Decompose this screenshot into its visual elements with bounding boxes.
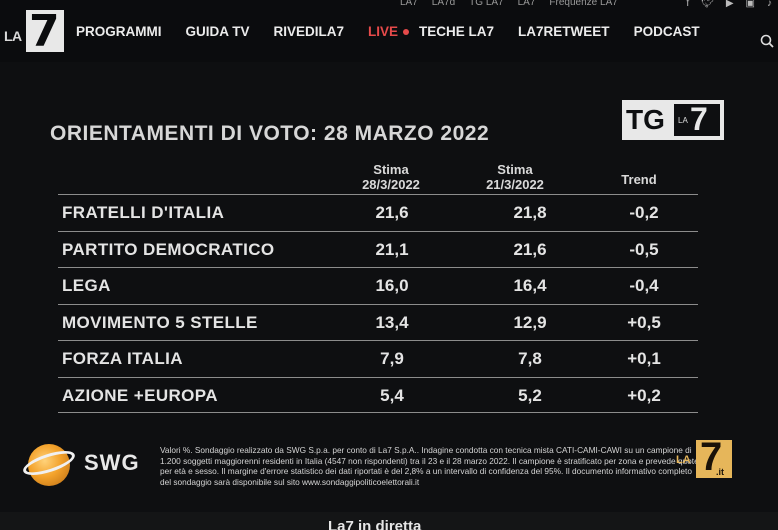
utility-link-la7[interactable]: LA7 [400, 0, 418, 8]
trend-value: +0,1 [627, 349, 661, 368]
utility-bar: LA7 LA7d TG LA7 LA7 Frequenze LA7 f 🐦︎ ▶… [0, 0, 778, 12]
poll-methodology-note: Valori %. Sondaggio realizzato da SWG S.… [160, 445, 699, 487]
trend-value: -0,4 [629, 276, 659, 295]
column-header-stima-1-top: Stima [373, 162, 409, 177]
utility-link-frequenze[interactable]: Frequenze LA7 [549, 0, 618, 8]
swg-globe-icon [28, 444, 70, 486]
table-row: PARTITO DEMOCRATICO 21,1 21,6 -0,5 [58, 230, 698, 268]
graphic-title: ORIENTAMENTI DI VOTO: 28 MARZO 2022 [50, 122, 490, 145]
la7-it-seven: 7 [700, 435, 723, 479]
party-name: FRATELLI D'ITALIA [62, 203, 225, 222]
party-name: LEGA [62, 276, 111, 295]
nav-la7retweet[interactable]: LA7RETWEET [518, 24, 610, 39]
tg-logo-la: LA [678, 116, 688, 125]
logo-seven-text: 7 [29, 6, 60, 57]
swg-logo: SWG [20, 440, 156, 488]
tg-la7-logo: TG LA 7 [622, 100, 724, 140]
stima-current: 13,4 [375, 312, 409, 332]
utility-link-la7d[interactable]: LA7d [431, 0, 456, 8]
trend-value: +0,5 [627, 312, 661, 332]
tg-logo-text: TG [626, 104, 665, 135]
search-icon[interactable] [760, 34, 774, 48]
table-row: MOVIMENTO 5 STELLE 13,4 12,9 +0,5 [58, 303, 698, 341]
stima-current: 5,4 [380, 385, 404, 405]
la7-it-logo: LA 7 .it [676, 435, 734, 480]
swg-logo-text: SWG [84, 450, 140, 475]
stima-previous: 12,9 [513, 312, 547, 332]
stima-current: 21,1 [375, 239, 409, 259]
stima-previous: 21,6 [513, 239, 547, 259]
column-header-stima-1: Stima 28/3/2022 [346, 162, 436, 192]
site-header: LA7 LA7d TG LA7 LA7 Frequenze LA7 f 🐦︎ ▶… [0, 0, 778, 62]
table-row: FORZA ITALIA 7,9 7,8 +0,1 [58, 340, 698, 377]
stima-previous: 7,8 [518, 349, 542, 368]
party-name: AZIONE +EUROPA [62, 385, 218, 405]
column-header-stima-1-date: 28/3/2022 [362, 177, 420, 192]
la7-it-box: 7 [696, 435, 732, 479]
la7-it-la: LA [676, 454, 691, 466]
table-row: FRATELLI D'ITALIA 21,6 21,8 -0,2 [58, 194, 698, 231]
tg-logo-seven-box: LA 7 [674, 101, 720, 137]
column-header-stima-2: Stima 21/3/2022 [470, 162, 560, 192]
social-icons: f 🐦︎ ▶ ▣ ♪ [686, 0, 772, 9]
nav-rivedila7[interactable]: RIVEDILA7 [273, 24, 345, 39]
la7-logo[interactable]: LA 7 [2, 6, 64, 57]
stima-current: 16,0 [375, 276, 409, 295]
party-name: MOVIMENTO 5 STELLE [62, 312, 258, 332]
la7-it-suffix: .it [716, 467, 724, 477]
bell-icon[interactable]: ♪ [767, 0, 772, 9]
utility-link-tgla7[interactable]: TG LA7 [469, 0, 504, 8]
stima-current: 21,6 [375, 203, 409, 222]
table-row: LEGA 16,0 16,4 -0,4 [58, 267, 698, 304]
utility-links: LA7 LA7d TG LA7 LA7 Frequenze LA7 [400, 0, 618, 8]
column-header-stima-2-date: 21/3/2022 [486, 177, 544, 192]
column-header-stima-2-top: Stima [497, 162, 533, 177]
logo-la-text: LA [4, 28, 22, 44]
nav-programmi[interactable]: PROGRAMMI [76, 24, 162, 39]
facebook-icon[interactable]: f [686, 0, 690, 9]
main-nav: PROGRAMMI GUIDA TV RIVEDILA7 LIVE TECHE … [76, 24, 724, 39]
youtube-icon[interactable]: ▶ [725, 0, 734, 9]
party-name: FORZA ITALIA [62, 349, 183, 368]
twitter-icon[interactable]: 🐦︎ [701, 0, 714, 9]
live-strip[interactable]: La7 in diretta [0, 512, 778, 530]
tg-logo-seven: 7 [690, 101, 708, 137]
table-row: AZIONE +EUROPA 5,4 5,2 +0,2 [58, 376, 698, 413]
utility-link-la7-2[interactable]: LA7 [517, 0, 536, 8]
logo-seven-box: 7 [26, 6, 64, 57]
nav-podcast[interactable]: PODCAST [633, 24, 700, 39]
nav-live[interactable]: LIVE [368, 24, 410, 39]
stima-previous: 16,4 [513, 276, 547, 295]
live-dot-icon [403, 28, 410, 35]
nav-live-label: LIVE [368, 24, 399, 39]
stima-previous: 5,2 [518, 385, 542, 405]
stima-previous: 21,8 [513, 203, 547, 222]
column-header-trend: Trend [621, 172, 657, 187]
video-frame[interactable]: ORIENTAMENTI DI VOTO: 28 MARZO 2022 TG L… [0, 62, 778, 530]
trend-value: -0,2 [629, 203, 659, 222]
trend-value: -0,5 [629, 239, 659, 259]
instagram-icon[interactable]: ▣ [745, 0, 755, 9]
poll-table: FRATELLI D'ITALIA 21,6 21,8 -0,2 PARTITO… [58, 194, 698, 413]
nav-guida-tv[interactable]: GUIDA TV [185, 24, 250, 39]
nav-teche-la7[interactable]: TECHE LA7 [419, 24, 495, 39]
trend-value: +0,2 [627, 385, 661, 405]
party-name: PARTITO DEMOCRATICO [62, 239, 275, 259]
stima-current: 7,9 [380, 349, 404, 368]
live-strip-label: La7 in diretta [328, 518, 422, 530]
